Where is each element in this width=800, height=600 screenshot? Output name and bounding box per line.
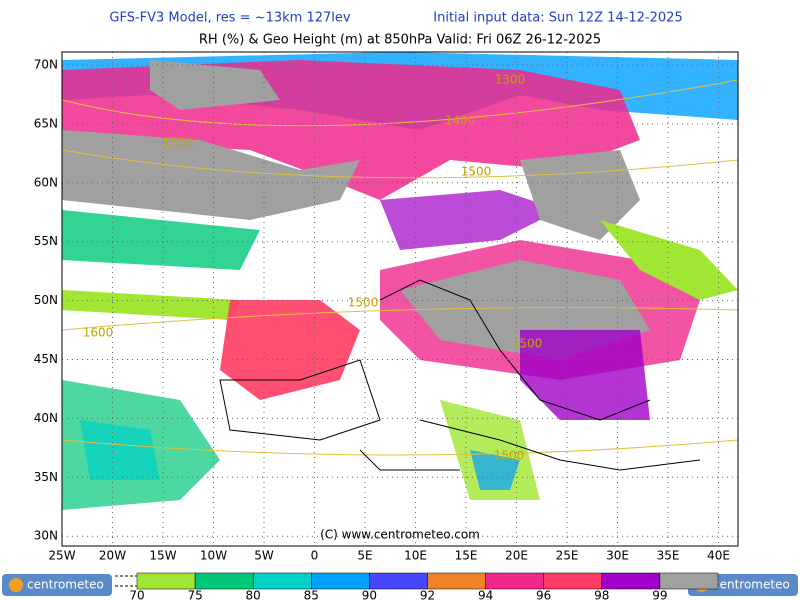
- logo-left: centrometeo: [2, 574, 112, 596]
- lat-label: 40N: [34, 411, 58, 425]
- lon-label: 0: [311, 549, 319, 563]
- color-swatch: [369, 572, 428, 590]
- legend-tick-label: 99: [652, 589, 667, 600]
- legend-tick-label: 75: [187, 589, 202, 600]
- contour-label: 1400: [445, 114, 476, 128]
- colorbar: 70 75 80 85 90 92 94 96 98 99: [129, 572, 719, 600]
- map-field: [62, 52, 738, 546]
- copyright: (C) www.centrometeo.com: [320, 528, 480, 542]
- color-swatch: [194, 572, 254, 590]
- color-swatch: [311, 572, 370, 590]
- lat-label: 50N: [34, 293, 58, 307]
- legend-tick-label: 92: [420, 589, 435, 600]
- model-title: GFS-FV3 Model, res = ~13km 127lev: [109, 11, 351, 26]
- color-swatch: [252, 572, 312, 590]
- contour-label: 1500: [494, 449, 525, 463]
- contour-label: 1300: [495, 73, 526, 87]
- lat-label: 65N: [34, 116, 58, 130]
- lat-label: 45N: [34, 352, 58, 366]
- legend-tick-label: 85: [304, 589, 319, 600]
- lat-label: 35N: [34, 470, 58, 484]
- color-swatch: [601, 572, 661, 590]
- lon-label: 35E: [657, 549, 680, 563]
- logo-text: centrometeo: [27, 578, 104, 592]
- logo-text: centrometeo: [713, 578, 790, 592]
- lat-label: 55N: [34, 234, 58, 248]
- lon-label: 10W: [200, 549, 227, 563]
- lat-label: 60N: [34, 175, 58, 189]
- legend-tick-label: 90: [362, 589, 377, 600]
- lon-label: 15E: [455, 549, 478, 563]
- init-title: Initial input data: Sun 12Z 14-12-2025: [433, 11, 682, 26]
- lon-label: 10E: [404, 549, 427, 563]
- lon-label: 30E: [606, 549, 629, 563]
- lon-label: 25W: [48, 549, 75, 563]
- lon-label: 20E: [505, 549, 528, 563]
- color-swatch: [136, 572, 196, 590]
- map-frame: [61, 51, 739, 547]
- legend-tick-label: 80: [246, 589, 261, 600]
- color-swatch: [427, 572, 486, 590]
- color-swatch: [543, 572, 603, 590]
- color-swatch: [485, 572, 544, 590]
- contour-label: 1500: [348, 296, 379, 310]
- contour-label: 1500: [163, 136, 194, 150]
- lon-label: 40E: [707, 549, 730, 563]
- contour-label: 1600: [83, 326, 114, 340]
- lon-label: 25E: [556, 549, 579, 563]
- color-swatch: [659, 572, 719, 590]
- lat-label: 30N: [34, 529, 58, 543]
- lon-label: 5E: [357, 549, 372, 563]
- legend-tick-label: 96: [536, 589, 551, 600]
- legend-tick-label: 70: [129, 589, 144, 600]
- legend-tick-label: 94: [478, 589, 493, 600]
- lon-label: 5W: [254, 549, 274, 563]
- contour-label: 1500: [512, 337, 543, 351]
- lon-label: 15W: [149, 549, 176, 563]
- lon-label: 20W: [99, 549, 126, 563]
- legend-tick-label: 98: [594, 589, 609, 600]
- subtitle: RH (%) & Geo Height (m) at 850hPa Valid:…: [199, 33, 601, 48]
- contour-label: 1500: [461, 165, 492, 179]
- lat-label: 70N: [34, 58, 58, 72]
